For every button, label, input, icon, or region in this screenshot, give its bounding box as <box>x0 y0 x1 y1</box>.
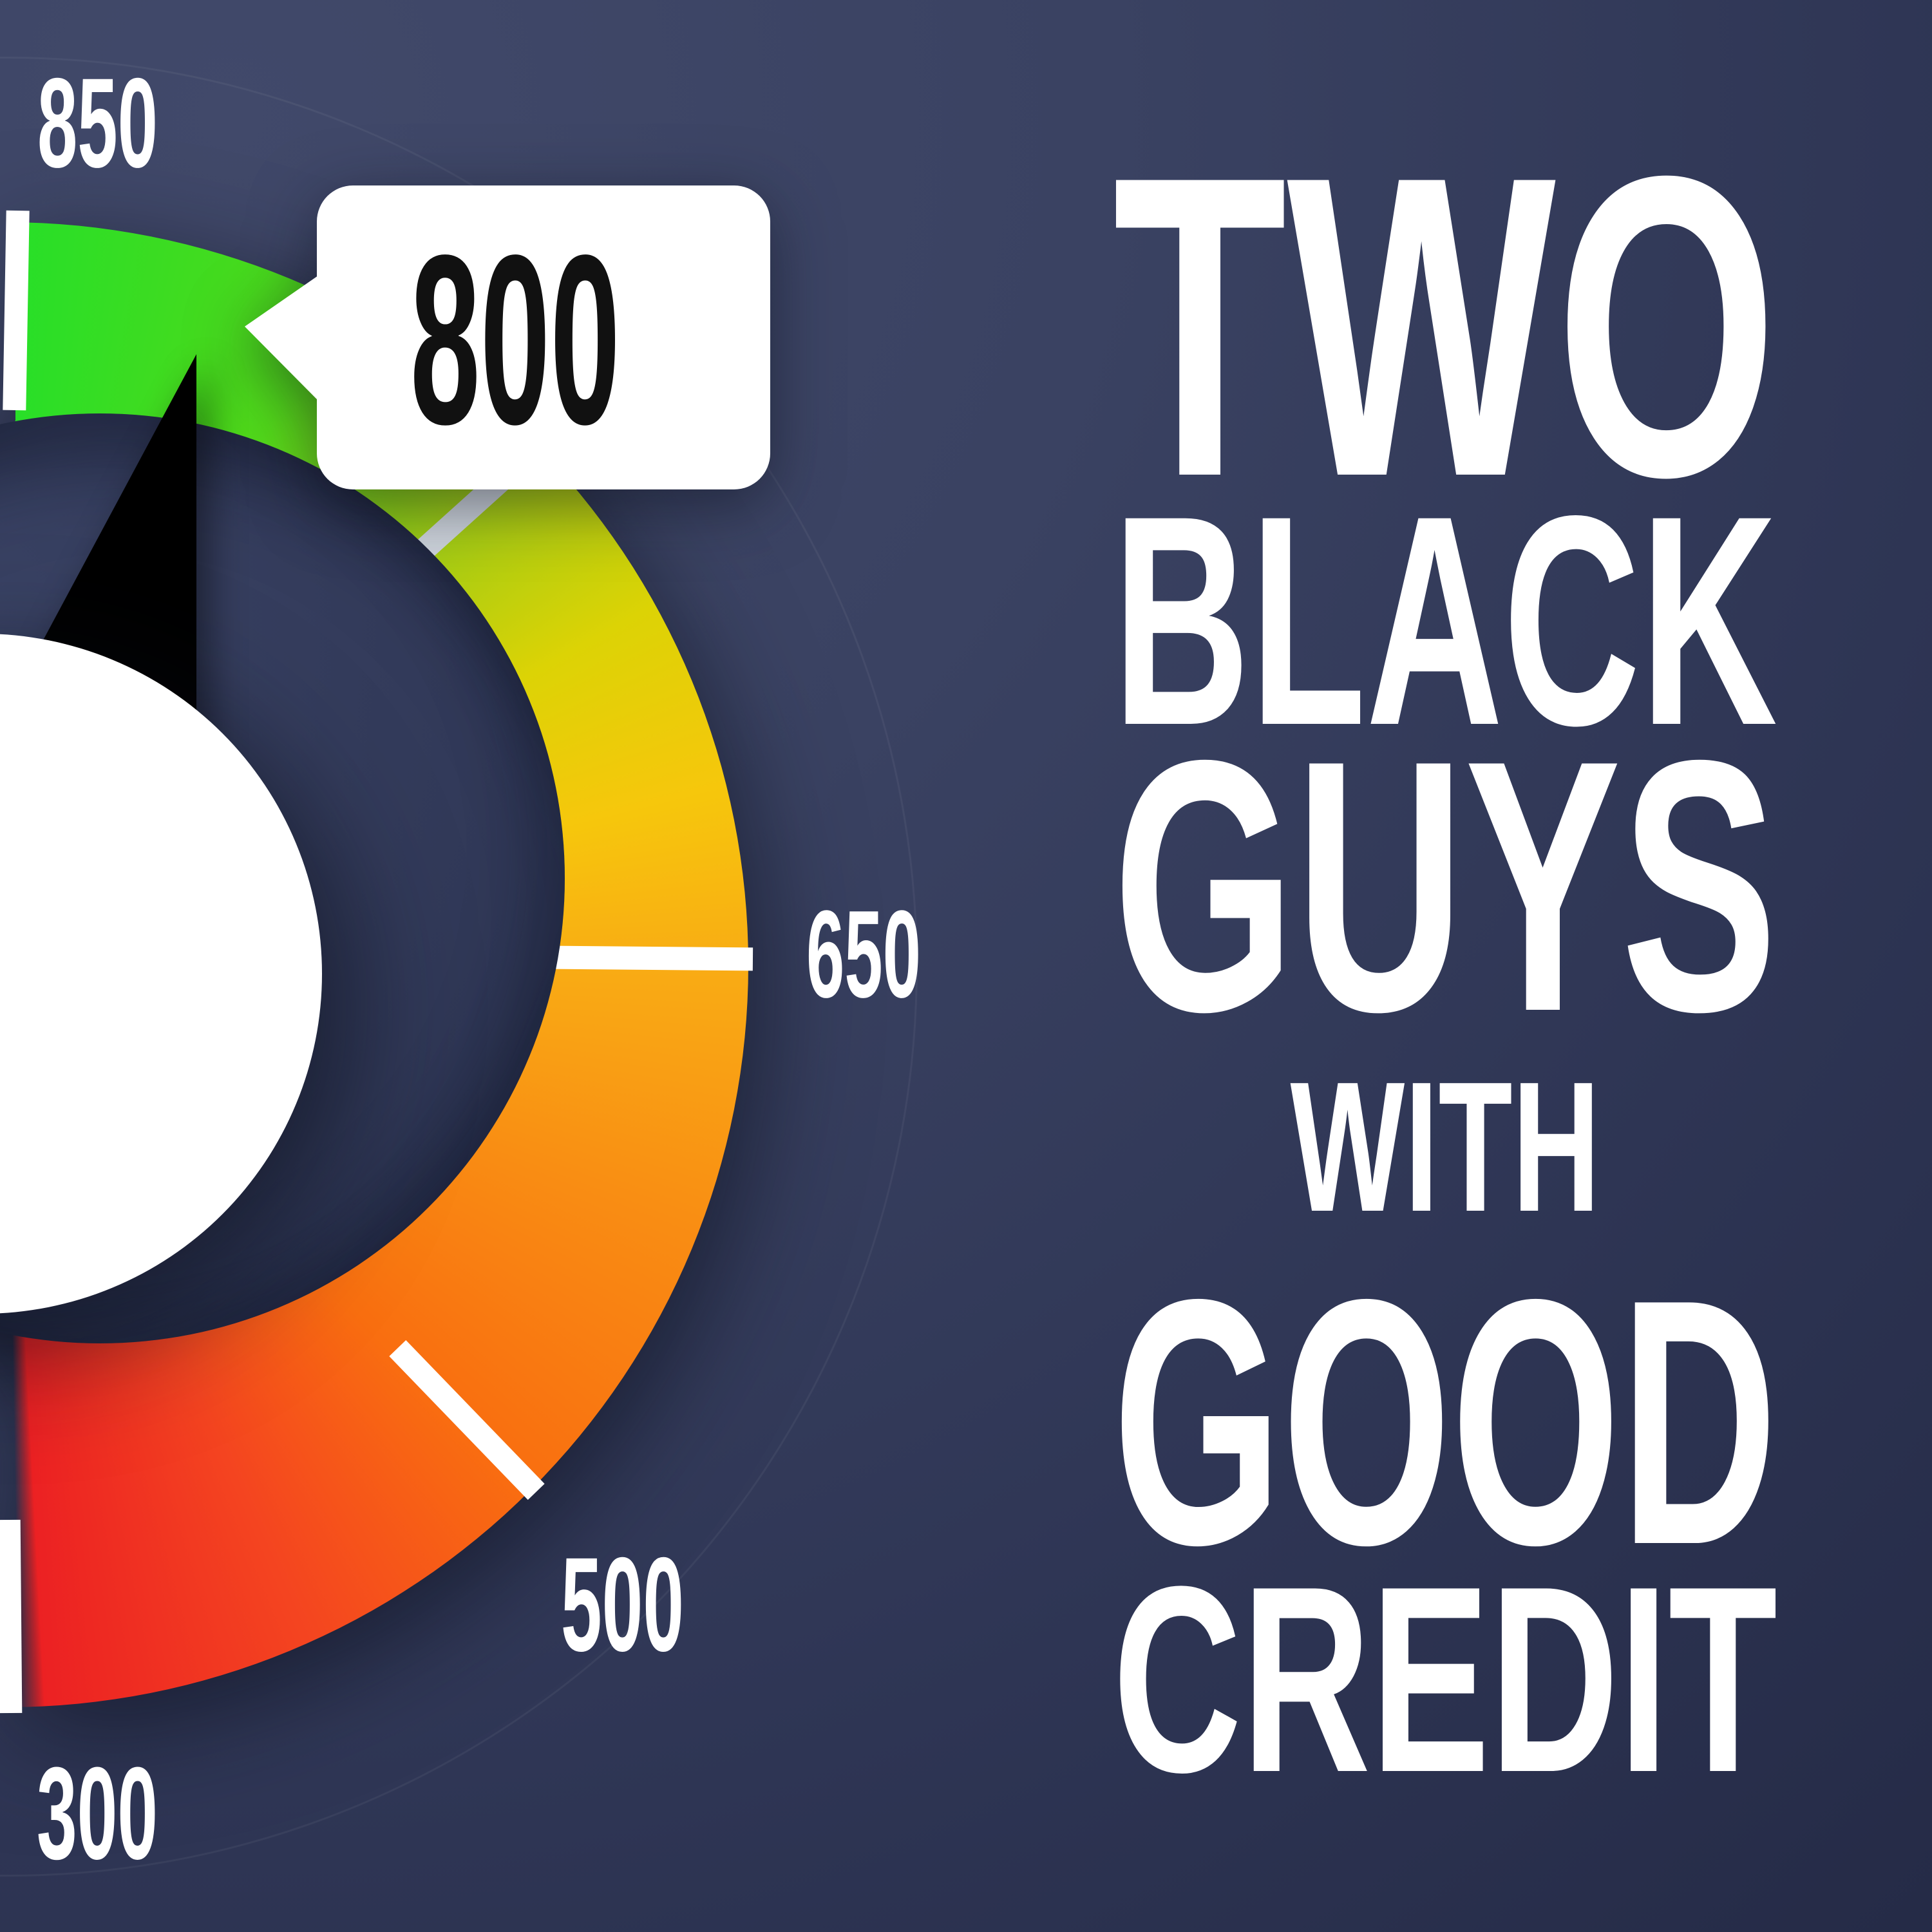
scale-label-850: 850 <box>37 52 158 194</box>
title-line-good: GOOD <box>1113 1227 1777 1618</box>
scale-label-650: 650 <box>806 884 921 1023</box>
title-line-black: BLACK <box>1113 454 1777 788</box>
scale-label-500: 500 <box>561 1530 684 1680</box>
scale-label-300: 300 <box>37 1740 158 1887</box>
bubble-body <box>317 185 770 489</box>
bubble-tail-icon <box>245 276 318 401</box>
score-callout-bubble: 800 <box>245 185 770 489</box>
title-line-guys: GUYS <box>1113 686 1777 1086</box>
gauge-center-circle <box>0 634 322 1314</box>
title-line-with: WITH <box>1291 1043 1600 1251</box>
title-line-two: TWO <box>1113 87 1777 565</box>
title-line-credit: CREDIT <box>1113 1531 1777 1828</box>
score-callout-value: 800 <box>410 205 620 475</box>
